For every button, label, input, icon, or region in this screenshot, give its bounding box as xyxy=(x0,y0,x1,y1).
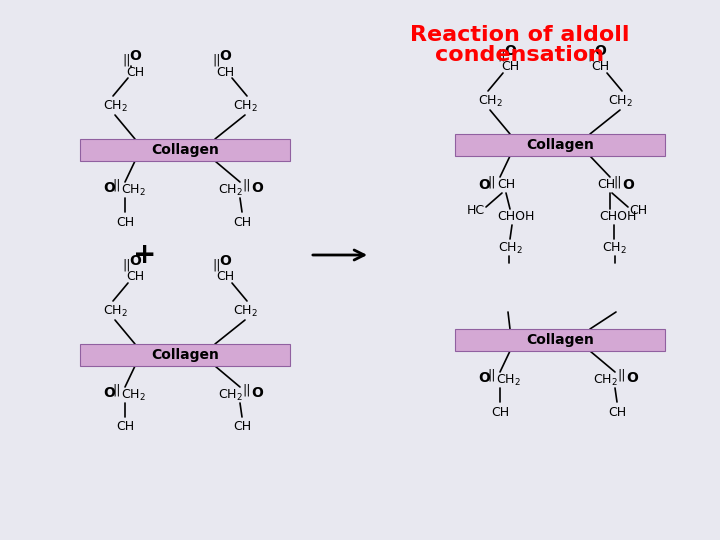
Text: CH$_2$: CH$_2$ xyxy=(102,303,127,319)
Text: ||: || xyxy=(212,53,221,66)
Text: ||: || xyxy=(122,53,131,66)
Text: ||: || xyxy=(498,49,506,62)
Text: ||: || xyxy=(212,259,221,272)
Text: Reaction of aldoll: Reaction of aldoll xyxy=(410,25,630,45)
Text: HC: HC xyxy=(467,205,485,218)
Text: ||: || xyxy=(243,179,251,192)
Text: CH: CH xyxy=(216,65,234,78)
Text: CH: CH xyxy=(216,271,234,284)
Text: O: O xyxy=(622,178,634,192)
Text: CH$_2$: CH$_2$ xyxy=(102,98,127,113)
Text: CH$_2$: CH$_2$ xyxy=(217,183,243,198)
Text: CH$_2$: CH$_2$ xyxy=(593,373,618,388)
Text: CH: CH xyxy=(233,215,251,228)
Text: O: O xyxy=(251,386,263,400)
Text: ||: || xyxy=(613,176,622,188)
Text: CH: CH xyxy=(501,60,519,73)
Text: ||: || xyxy=(487,368,496,381)
Text: CH$_2$: CH$_2$ xyxy=(120,183,145,198)
Text: O: O xyxy=(103,181,115,195)
Text: ||: || xyxy=(487,176,496,188)
Text: CH$_2$: CH$_2$ xyxy=(477,93,503,109)
Text: ||: || xyxy=(588,49,596,62)
Text: O: O xyxy=(219,254,231,268)
Text: CH: CH xyxy=(597,179,615,192)
Text: CH: CH xyxy=(116,421,134,434)
Text: CH$_2$: CH$_2$ xyxy=(217,388,243,402)
Text: ||: || xyxy=(113,179,121,192)
Text: O: O xyxy=(129,254,141,268)
Text: O: O xyxy=(219,49,231,63)
Text: CHOH: CHOH xyxy=(599,211,636,224)
Text: ||: || xyxy=(243,383,251,396)
Text: O: O xyxy=(504,44,516,58)
Bar xyxy=(455,329,665,351)
Text: CH: CH xyxy=(497,179,515,192)
Text: O: O xyxy=(478,371,490,385)
Text: CH$_2$: CH$_2$ xyxy=(233,98,258,113)
Text: CH: CH xyxy=(126,65,144,78)
Text: O: O xyxy=(103,386,115,400)
Text: ||: || xyxy=(122,259,131,272)
Text: Collagen: Collagen xyxy=(526,138,594,152)
Text: ||: || xyxy=(618,368,626,381)
Text: +: + xyxy=(133,241,157,269)
Text: O: O xyxy=(478,178,490,192)
Text: CH$_2$: CH$_2$ xyxy=(495,373,521,388)
Text: Collagen: Collagen xyxy=(151,348,219,362)
Text: CH: CH xyxy=(608,406,626,419)
Bar xyxy=(80,139,290,161)
Text: CH: CH xyxy=(126,271,144,284)
Text: CH$_2$: CH$_2$ xyxy=(498,240,523,255)
Text: CHOH: CHOH xyxy=(498,211,535,224)
Bar xyxy=(455,134,665,156)
Text: O: O xyxy=(626,371,638,385)
Text: CH$_2$: CH$_2$ xyxy=(602,240,626,255)
Text: O: O xyxy=(594,44,606,58)
Text: CH: CH xyxy=(591,60,609,73)
Text: CH: CH xyxy=(491,406,509,419)
Text: CH: CH xyxy=(629,205,647,218)
Text: CH$_2$: CH$_2$ xyxy=(120,388,145,402)
Text: O: O xyxy=(251,181,263,195)
Text: Collagen: Collagen xyxy=(526,333,594,347)
Text: CH$_2$: CH$_2$ xyxy=(233,303,258,319)
Text: CH$_2$: CH$_2$ xyxy=(608,93,632,109)
Text: condensation: condensation xyxy=(436,45,605,65)
Text: CH: CH xyxy=(116,215,134,228)
Text: O: O xyxy=(129,49,141,63)
Text: ||: || xyxy=(113,383,121,396)
Bar xyxy=(80,344,290,366)
Text: CH: CH xyxy=(233,421,251,434)
Text: Collagen: Collagen xyxy=(151,143,219,157)
